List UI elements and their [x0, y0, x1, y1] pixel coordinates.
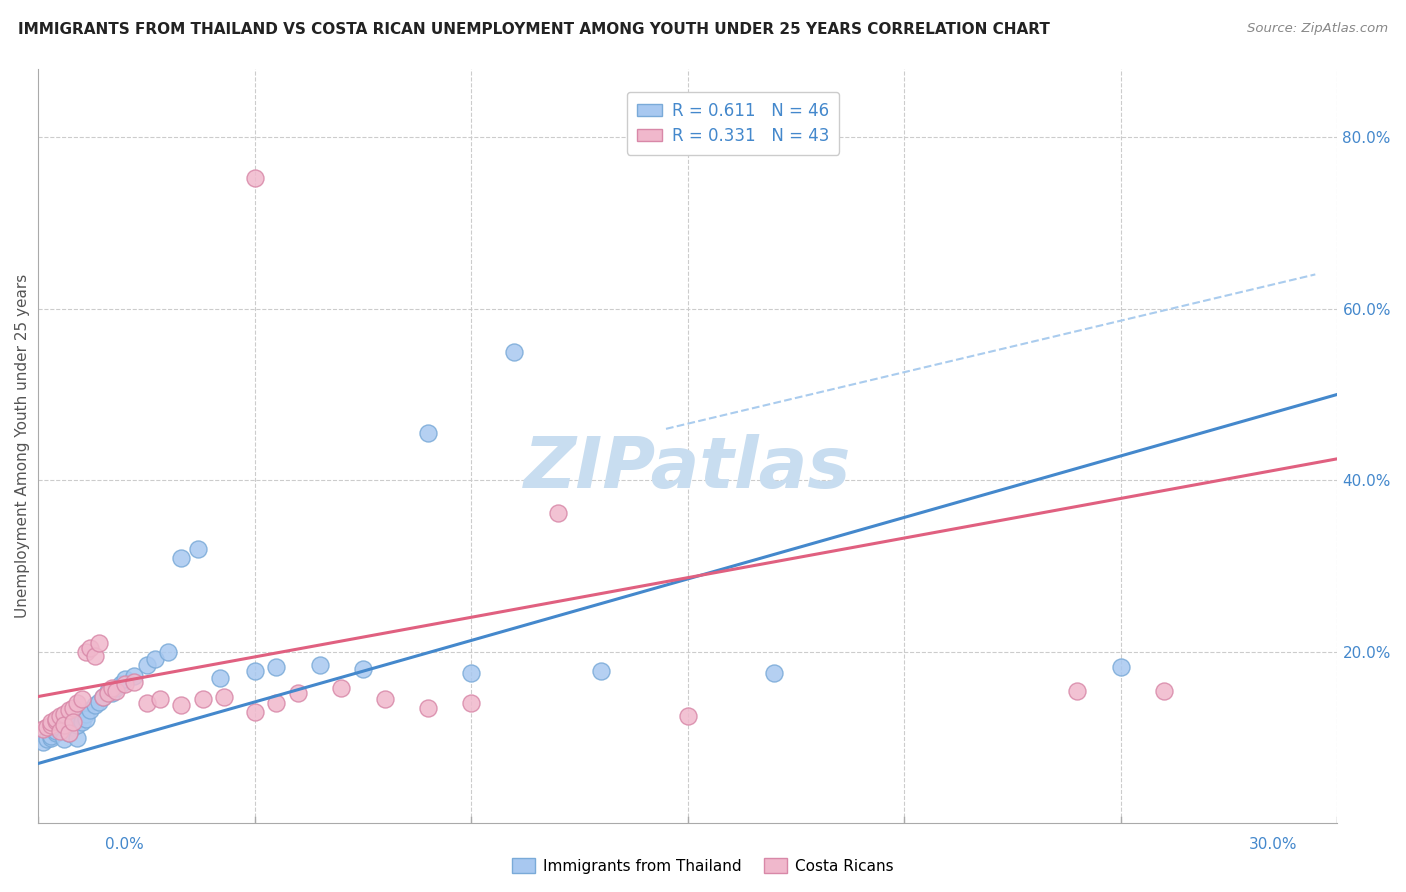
Y-axis label: Unemployment Among Youth under 25 years: Unemployment Among Youth under 25 years	[15, 274, 30, 618]
Point	[49, 709, 72, 723]
Point	[148, 692, 170, 706]
Point	[83, 698, 105, 712]
Point	[101, 686, 124, 700]
Point	[35, 720, 58, 734]
Point	[83, 649, 105, 664]
Point	[110, 677, 132, 691]
Point	[1109, 660, 1132, 674]
Point	[1066, 683, 1088, 698]
Point	[214, 690, 236, 704]
Point	[53, 718, 76, 732]
Point	[41, 731, 63, 745]
Point	[676, 709, 699, 723]
Point	[416, 700, 439, 714]
Point	[1153, 683, 1175, 698]
Point	[58, 715, 80, 730]
Point	[416, 426, 439, 441]
Point	[35, 732, 58, 747]
Point	[49, 720, 72, 734]
Point	[308, 657, 330, 672]
Point	[41, 729, 63, 743]
Point	[58, 726, 80, 740]
Point	[170, 550, 193, 565]
Point	[58, 703, 80, 717]
Point	[114, 677, 136, 691]
Point	[75, 712, 97, 726]
Point	[352, 662, 374, 676]
Point	[53, 732, 76, 747]
Point	[62, 715, 84, 730]
Point	[87, 636, 110, 650]
Point	[62, 700, 84, 714]
Point	[45, 726, 67, 740]
Point	[79, 640, 101, 655]
Point	[66, 718, 89, 732]
Point	[330, 681, 353, 695]
Point	[243, 664, 266, 678]
Point	[97, 686, 120, 700]
Point	[101, 681, 124, 695]
Point	[243, 705, 266, 719]
Point	[62, 714, 84, 728]
Point	[87, 695, 110, 709]
Point	[547, 506, 569, 520]
Point	[763, 666, 786, 681]
Point	[135, 697, 157, 711]
Text: IMMIGRANTS FROM THAILAND VS COSTA RICAN UNEMPLOYMENT AMONG YOUTH UNDER 25 YEARS : IMMIGRANTS FROM THAILAND VS COSTA RICAN …	[18, 22, 1050, 37]
Point	[105, 683, 128, 698]
Text: Source: ZipAtlas.com: Source: ZipAtlas.com	[1247, 22, 1388, 36]
Point	[53, 718, 76, 732]
Point	[45, 723, 67, 738]
Point	[49, 722, 72, 736]
Legend: R = 0.611   N = 46, R = 0.331   N = 43: R = 0.611 N = 46, R = 0.331 N = 43	[627, 92, 839, 154]
Point	[266, 660, 288, 674]
Point	[75, 645, 97, 659]
Point	[97, 683, 120, 698]
Point	[122, 669, 145, 683]
Point	[170, 698, 193, 712]
Point	[191, 692, 214, 706]
Point	[70, 715, 93, 730]
Point	[589, 664, 612, 678]
Point	[31, 722, 53, 736]
Text: 30.0%: 30.0%	[1250, 837, 1298, 852]
Point	[243, 171, 266, 186]
Point	[114, 673, 136, 687]
Point	[49, 723, 72, 738]
Point	[374, 692, 396, 706]
Point	[79, 703, 101, 717]
Point	[187, 541, 209, 556]
Text: ZIPatlas: ZIPatlas	[524, 434, 851, 503]
Point	[503, 344, 526, 359]
Legend: Immigrants from Thailand, Costa Ricans: Immigrants from Thailand, Costa Ricans	[506, 852, 900, 880]
Point	[45, 712, 67, 726]
Point	[460, 666, 482, 681]
Point	[66, 731, 89, 745]
Point	[143, 652, 166, 666]
Point	[157, 645, 180, 659]
Point	[41, 715, 63, 730]
Point	[209, 671, 232, 685]
Point	[66, 697, 89, 711]
Point	[45, 714, 67, 728]
Point	[41, 718, 63, 732]
Point	[58, 726, 80, 740]
Point	[105, 681, 128, 695]
Point	[266, 697, 288, 711]
Text: 0.0%: 0.0%	[105, 837, 145, 852]
Point	[91, 690, 114, 704]
Point	[31, 735, 53, 749]
Point	[135, 657, 157, 672]
Point	[460, 697, 482, 711]
Point	[287, 686, 309, 700]
Point	[70, 709, 93, 723]
Point	[91, 690, 114, 704]
Point	[122, 674, 145, 689]
Point	[75, 706, 97, 721]
Point	[62, 720, 84, 734]
Point	[70, 692, 93, 706]
Point	[53, 706, 76, 721]
